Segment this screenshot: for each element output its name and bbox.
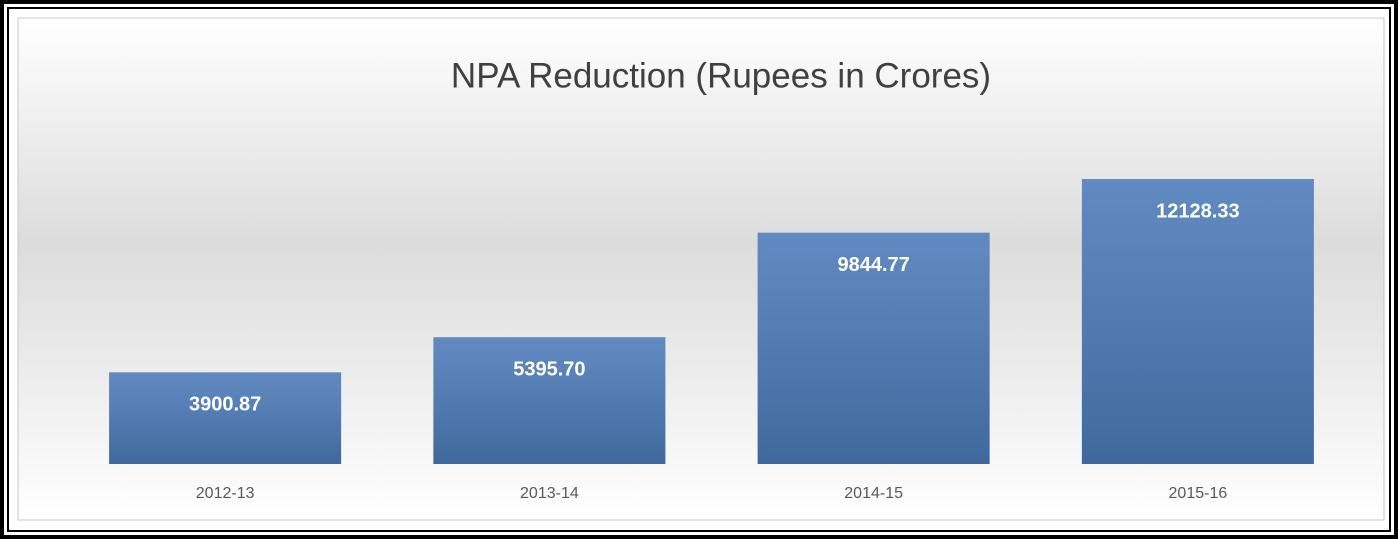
x-tick-label: 2012-13 (196, 485, 255, 502)
inner-frame (7, 7, 1391, 532)
data-label: 3900.87 (189, 394, 261, 416)
data-label: 9844.77 (837, 254, 909, 276)
x-tick-label: 2015-16 (1169, 485, 1228, 502)
chart-title: NPA Reduction (Rupees in Crores) (451, 56, 991, 95)
bar-shade (1081, 179, 1314, 464)
bar-shade (109, 372, 342, 464)
bar-shade (757, 232, 990, 464)
data-label: 12128.33 (1156, 200, 1239, 222)
data-label: 5395.70 (513, 358, 585, 380)
x-tick-label: 2013-14 (520, 485, 579, 502)
x-tick-label: 2014-15 (844, 485, 903, 502)
bar-shade (433, 337, 666, 464)
